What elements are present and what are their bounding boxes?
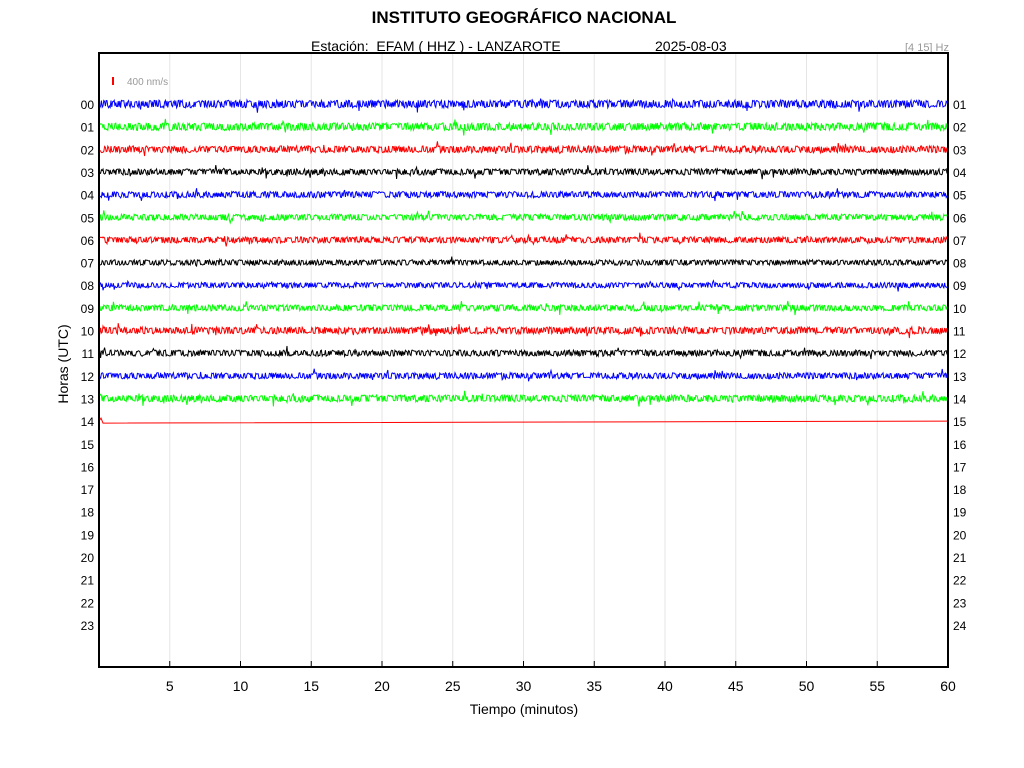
seismic-trace-hour-13 (98, 390, 949, 407)
seismic-trace-hour-10 (98, 323, 949, 339)
x-tick-label: 60 (940, 678, 956, 694)
x-tick-label: 45 (728, 678, 744, 694)
y-tick-left-label: 07 (81, 257, 95, 271)
y-tick-right-label: 18 (953, 483, 967, 497)
y-tick-left-label: 05 (81, 211, 95, 225)
y-tick-right-label: 13 (953, 370, 967, 384)
y-tick-right-label: 09 (953, 279, 967, 293)
y-tick-right-label: 02 (953, 121, 967, 135)
x-tick-label: 15 (303, 678, 319, 694)
seismic-trace-hour-01 (98, 118, 949, 136)
seismic-trace-hour-03 (98, 165, 949, 180)
seismic-trace-hour-09 (98, 300, 949, 316)
y-tick-right-label: 03 (953, 143, 967, 157)
y-tick-left-label: 01 (81, 121, 95, 135)
y-tick-left-label: 03 (81, 166, 95, 180)
y-tick-right-label: 16 (953, 438, 967, 452)
station-label: Estación: EFAM ( HHZ ) - LANZAROTE (311, 38, 561, 54)
x-tick-label: 55 (869, 678, 885, 694)
seismic-trace-hour-11 (98, 345, 949, 360)
y-tick-right-label: 15 (953, 415, 967, 429)
y-tick-right-label: 24 (953, 619, 967, 633)
y-tick-right-label: 08 (953, 257, 967, 271)
x-axis-title: Tiempo (minutos) (469, 701, 579, 717)
y-tick-left-label: 16 (81, 460, 95, 474)
x-tick-label: 5 (166, 678, 174, 694)
y-tick-right-label: 23 (953, 596, 967, 610)
y-tick-left-label: 15 (81, 438, 95, 452)
y-tick-right-label: 14 (953, 392, 967, 406)
date-label: 2025-08-03 (655, 38, 727, 54)
y-tick-left-label: 04 (81, 189, 95, 203)
y-tick-left-label: 20 (81, 551, 95, 565)
y-tick-left-label: 11 (82, 347, 95, 361)
y-tick-left-label: 10 (81, 325, 95, 339)
y-tick-left-label: 08 (81, 279, 95, 293)
x-tick-label: 30 (516, 678, 532, 694)
y-tick-right-label: 11 (953, 325, 966, 339)
y-tick-left-label: 18 (81, 506, 95, 520)
x-tick-label: 20 (374, 678, 390, 694)
y-tick-right-label: 05 (953, 189, 967, 203)
y-tick-right-label: 12 (953, 347, 967, 361)
filter-band-label: [4 15] Hz (904, 42, 949, 54)
y-tick-right-label: 06 (953, 211, 967, 225)
seismic-trace-hour-02 (98, 141, 949, 157)
y-axis-title: Horas (UTC) (55, 324, 71, 404)
y-tick-left-label: 17 (81, 483, 95, 497)
y-tick-right-label: 10 (953, 302, 967, 316)
y-tick-left-label: 00 (81, 98, 95, 112)
seismic-trace-hour-08 (98, 279, 948, 292)
x-tick-label: 35 (586, 678, 602, 694)
y-tick-left-label: 02 (81, 143, 95, 157)
y-tick-left-label: 21 (81, 574, 95, 588)
y-tick-left-label: 23 (81, 619, 95, 633)
seismic-trace-hour-00 (98, 97, 949, 113)
seismic-trace-hour-04 (98, 188, 948, 202)
seismic-trace-hour-07 (98, 256, 949, 268)
y-tick-left-label: 12 (81, 370, 95, 384)
y-tick-left-label: 06 (81, 234, 95, 248)
y-tick-right-label: 21 (953, 551, 967, 565)
x-tick-label: 40 (657, 678, 673, 694)
y-tick-right-label: 01 (953, 98, 967, 112)
y-tick-left-label: 22 (81, 596, 95, 610)
x-tick-label: 50 (799, 678, 815, 694)
y-tick-right-label: 17 (953, 460, 967, 474)
y-tick-right-label: 04 (953, 166, 967, 180)
y-tick-left-label: 09 (81, 302, 95, 316)
y-tick-right-label: 19 (953, 506, 967, 520)
y-tick-left-label: 19 (81, 528, 95, 542)
y-tick-right-label: 07 (953, 234, 967, 248)
y-tick-right-label: 22 (953, 574, 967, 588)
page-title: INSTITUTO GEOGRÁFICO NACIONAL (371, 8, 677, 27)
y-tick-right-label: 20 (953, 528, 967, 542)
scale-label: 400 nm/s (127, 77, 168, 88)
x-tick-label: 25 (445, 678, 461, 694)
seismic-trace-hour-05 (98, 210, 949, 225)
y-tick-left-label: 13 (81, 392, 95, 406)
seismic-trace-hour-12 (98, 368, 949, 382)
y-tick-left-label: 14 (81, 415, 95, 429)
x-tick-label: 10 (233, 678, 249, 694)
seismic-trace-hour-06 (98, 232, 949, 247)
